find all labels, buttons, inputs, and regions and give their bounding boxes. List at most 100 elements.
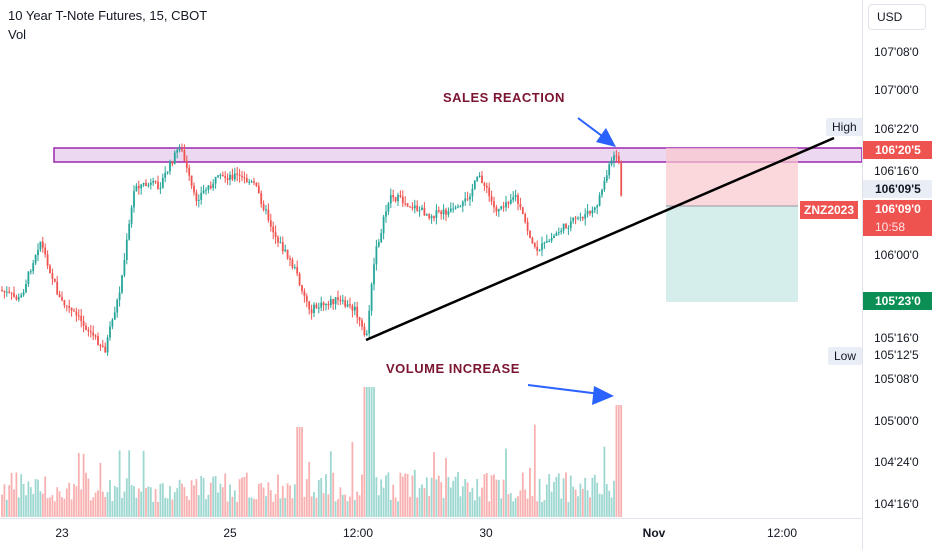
volume-bar <box>377 495 380 517</box>
candle-body <box>574 217 577 219</box>
candle-body <box>142 182 145 185</box>
candle-body <box>581 217 584 219</box>
candle-body <box>466 198 469 200</box>
candle-body <box>51 273 54 279</box>
candle-body <box>109 326 111 338</box>
candle-body <box>610 160 613 165</box>
volume-bar <box>65 488 68 517</box>
candle-body <box>245 178 248 183</box>
volume-bar <box>620 405 623 517</box>
chart-pane[interactable]: 10 Year T-Note Futures, 15, CBOT Vol SAL… <box>0 0 863 518</box>
volume-bar <box>553 481 555 517</box>
volume-bar <box>406 473 409 517</box>
volume-bar <box>197 495 200 517</box>
legend-volume[interactable]: Vol <box>8 27 27 42</box>
entry-price-tag: 106'09'5 <box>863 180 932 198</box>
candle-body <box>5 291 8 293</box>
candle-body <box>77 315 80 317</box>
candle-body <box>169 161 171 172</box>
position-stop-area <box>666 148 798 206</box>
volume-bar <box>226 501 229 517</box>
volume-bar <box>111 501 114 517</box>
volume-bar <box>274 494 277 517</box>
currency-button[interactable]: USD <box>868 4 926 30</box>
candle-body <box>277 237 279 243</box>
volume-bar <box>137 488 140 517</box>
volume-bar <box>411 475 414 517</box>
candle-body <box>411 207 414 209</box>
candle-body <box>382 216 385 234</box>
volume-bar <box>485 472 488 517</box>
candle-body <box>190 175 193 186</box>
volume-bar <box>389 499 392 517</box>
volume-bar <box>385 475 387 517</box>
volume-bar <box>538 478 541 517</box>
candle-body <box>344 300 347 307</box>
volume-bar <box>334 501 337 517</box>
candle-body <box>495 207 498 212</box>
volume-bar <box>368 387 371 517</box>
candle-body <box>27 271 30 285</box>
volume-bar <box>284 497 287 517</box>
candle-body <box>332 299 335 305</box>
volume-bar <box>387 472 390 517</box>
candle-body <box>346 304 349 307</box>
candle-body <box>310 309 313 314</box>
volume-bar <box>370 387 373 517</box>
volume-bar <box>543 500 546 517</box>
volume-bar <box>245 472 248 517</box>
low-label: Low <box>828 347 863 365</box>
volume-bar <box>243 476 246 517</box>
candle-body <box>125 239 128 260</box>
time-axis[interactable] <box>0 518 862 551</box>
candle-body <box>267 209 270 221</box>
candle-body <box>111 319 114 327</box>
volume-increase-label[interactable]: VOLUME INCREASE <box>386 361 520 376</box>
volume-bar <box>255 499 258 517</box>
candle-body <box>205 189 207 191</box>
volume-bar <box>531 495 534 517</box>
candle-body <box>603 180 606 190</box>
volume-bars <box>1 387 623 517</box>
candle-body <box>567 227 570 229</box>
candle-body <box>517 195 519 204</box>
candle-body <box>605 175 608 181</box>
volume-bar <box>82 453 85 517</box>
candle-body <box>159 188 162 190</box>
volume-bar <box>358 495 361 517</box>
volume-bar <box>281 485 284 517</box>
volume-bar <box>524 489 527 517</box>
price-axis[interactable] <box>862 0 932 550</box>
volume-bar <box>557 473 560 517</box>
price-chart[interactable] <box>0 0 863 518</box>
volume-bar <box>464 479 467 517</box>
volume-bar <box>565 472 567 517</box>
volume-bar <box>495 479 498 517</box>
volume-bar <box>457 472 459 517</box>
candle-body <box>94 335 97 337</box>
volume-bar <box>190 480 193 517</box>
candle-body <box>320 302 323 308</box>
candle-body <box>385 211 387 217</box>
candle-body <box>236 173 239 175</box>
candle-body <box>260 193 263 205</box>
volume-bar <box>567 501 570 517</box>
price-tick: 106'22'0 <box>874 122 919 136</box>
candle-body <box>394 197 397 202</box>
volume-bar <box>452 480 455 517</box>
candle-body <box>557 232 560 234</box>
candle-body <box>473 180 476 189</box>
volume-bar <box>20 474 23 517</box>
sales-reaction-label[interactable]: SALES REACTION <box>443 90 565 105</box>
time-tick: 12:00 <box>766 526 798 540</box>
volume-bar <box>601 494 603 517</box>
candle-body <box>229 174 231 180</box>
candle-body <box>173 152 176 164</box>
volume-bar <box>118 450 121 517</box>
candle-body <box>121 275 123 293</box>
candle-body <box>341 300 344 302</box>
candle-body <box>452 208 455 210</box>
candle-body <box>63 300 66 306</box>
legend-title[interactable]: 10 Year T-Note Futures, 15, CBOT <box>8 8 208 23</box>
volume-bar <box>572 486 575 517</box>
